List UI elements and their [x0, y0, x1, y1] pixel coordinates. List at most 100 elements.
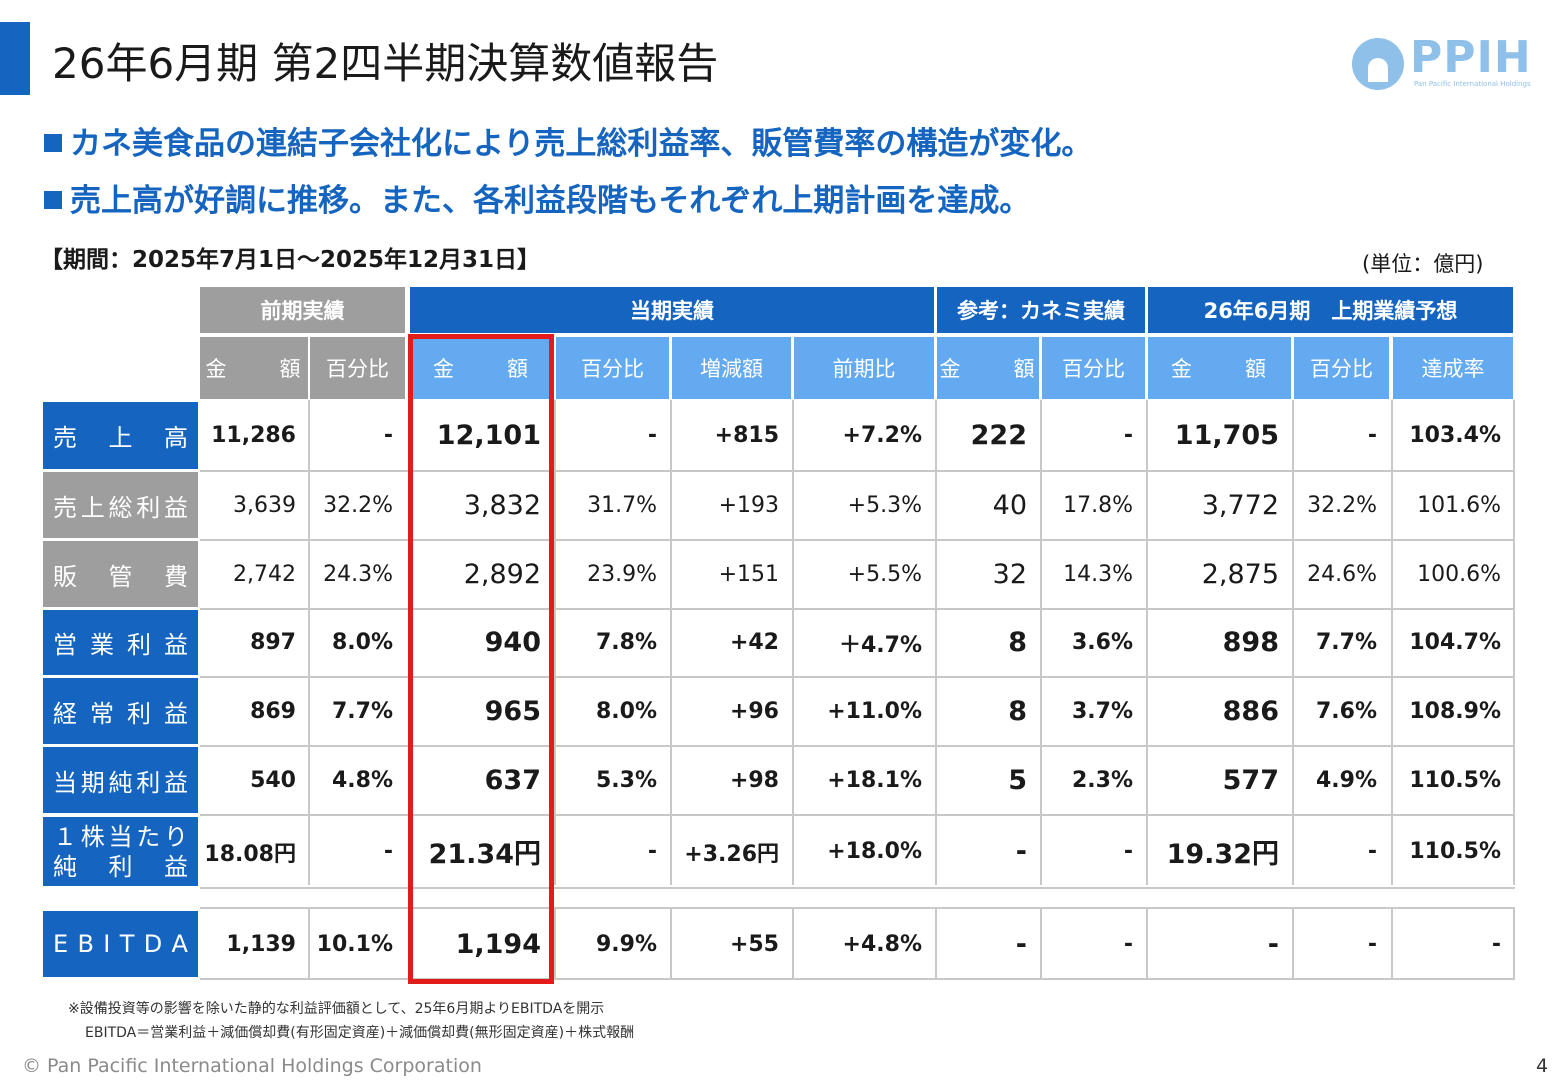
table-cell: 110.5%: [1409, 839, 1501, 864]
unit-label: (単位：億円): [1362, 252, 1484, 276]
row-label-char: 利: [136, 493, 161, 522]
row-label: 営業利益: [43, 610, 198, 675]
table-cell: 32.2%: [323, 492, 393, 518]
table-cell: +815: [714, 423, 779, 448]
footnote-1: ※設備投資等の影響を除いた静的な利益評価額として、25年6月期よりEBITDAを…: [68, 1001, 605, 1017]
copyright: © Pan Pacific International Holdings Cor…: [22, 1055, 482, 1077]
table-cell: 4.8%: [331, 767, 393, 793]
table-cell: 23.9%: [587, 561, 657, 587]
table-cell: 32.2%: [1307, 492, 1377, 518]
table-cell: 965: [484, 695, 541, 727]
row-label-char: 利: [108, 852, 133, 881]
logo-text: PPIH: [1410, 32, 1532, 83]
row-label-char: 費: [164, 562, 188, 591]
column-header: 金 額: [410, 337, 553, 399]
column-divider: [935, 400, 937, 885]
table-cell: 637: [484, 764, 541, 796]
column-header: 達成率: [1393, 337, 1513, 399]
table-cell: 222: [970, 420, 1027, 451]
logo-subtext: Pan Pacific International Holdings: [1414, 80, 1531, 88]
column-header: 百分比: [1294, 337, 1389, 399]
bullet-1: カネ美食品の連結子会社化により売上総利益率、販管費率の構造が変化。: [44, 118, 1092, 163]
column-header: 金 額: [1148, 337, 1291, 399]
table-cell: -: [1491, 931, 1501, 957]
row-label: 販管費: [43, 541, 198, 607]
table-cell: 3,772: [1201, 489, 1279, 521]
group-header: 参考：カネミ実績: [937, 287, 1145, 333]
row-label-char: 期: [80, 768, 105, 797]
table-cell: 19.32円: [1166, 839, 1279, 870]
bullet-text: 売上高が好調に推移。また、各利益段階もそれぞれ上期計画を達成。: [70, 183, 1031, 219]
row-label-char: 総: [108, 493, 133, 522]
table-cell: 7.7%: [331, 698, 393, 724]
row-label-char: １: [53, 822, 77, 851]
table-cell: 24.3%: [323, 561, 393, 587]
table-cell: -: [1015, 836, 1027, 867]
table-cell: +151: [718, 561, 779, 587]
column-divider: [308, 400, 310, 885]
table-cell: +98: [729, 767, 779, 793]
column-divider: [1040, 400, 1042, 885]
row-label-char: 益: [164, 699, 188, 728]
table-cell: +55: [729, 931, 779, 957]
square-bullet-icon: [44, 191, 62, 209]
column-divider: [1040, 909, 1042, 979]
row-divider: [200, 608, 1515, 610]
table-cell: +5.3%: [847, 492, 922, 518]
table-cell: +18.0%: [827, 839, 922, 864]
page-number: 4: [1536, 1055, 1549, 1077]
table-cell: 8: [1008, 695, 1027, 727]
column-header: 百分比: [310, 337, 405, 399]
table-cell: +5.5%: [847, 561, 922, 587]
row-label-char: E: [53, 930, 69, 958]
table-cell: 11,705: [1174, 420, 1279, 451]
table-cell: 21.34円: [428, 839, 541, 870]
column-header: 百分比: [556, 337, 669, 399]
table-cell: 108.9%: [1409, 698, 1501, 724]
row-divider: [200, 814, 1515, 816]
row-label-char: 益: [164, 852, 188, 881]
table-cell: +4.8%: [842, 931, 922, 957]
table-cell: 101.6%: [1417, 492, 1501, 518]
row-label-char: 高: [164, 424, 188, 452]
table-cell: -: [1367, 423, 1377, 448]
table-cell: 9.9%: [595, 931, 657, 957]
table-cell: 103.4%: [1409, 423, 1501, 448]
column-header: 百分比: [1042, 337, 1145, 399]
column-divider: [935, 909, 937, 979]
group-header: 当期実績: [410, 287, 934, 333]
table-cell: 7.8%: [595, 630, 657, 655]
column-divider: [1292, 400, 1294, 885]
table-cell: +7.2%: [842, 423, 922, 448]
row-label-char: り: [164, 822, 188, 851]
table-cell: 31.7%: [587, 492, 657, 518]
table-cell: 3,639: [233, 492, 296, 518]
column-header: 増減額: [672, 337, 791, 399]
table-cell: 100.6%: [1417, 561, 1501, 587]
bullet-text: カネ美食品の連結子会社化により売上総利益率、販管費率の構造が変化。: [70, 126, 1093, 162]
table-cell: 540: [250, 767, 296, 793]
ppih-logo: PPIH Pan Pacific International Holdings: [1352, 32, 1531, 92]
column-divider: [554, 909, 556, 979]
footnote-2: EBITDA＝営業利益＋減価償却費(有形固定資産)＋減価償却費(無形固定資産)＋…: [85, 1025, 635, 1041]
table-cell: 104.7%: [1409, 630, 1501, 655]
column-divider: [1146, 909, 1148, 979]
table-cell: 2,742: [233, 561, 296, 587]
group-header: 前期実績: [200, 287, 405, 333]
row-label-char: 利: [127, 699, 151, 728]
column-header: 金 額: [200, 337, 308, 399]
row-label-char: 業: [90, 631, 114, 659]
table-cell: +96: [729, 698, 779, 724]
table-cell: 7.7%: [1315, 630, 1377, 655]
table-cell: 3.7%: [1071, 698, 1133, 724]
row-label-char: 営: [53, 631, 77, 659]
column-divider: [670, 909, 672, 979]
row-label-char: 純: [108, 768, 133, 797]
row-label-char: 益: [164, 768, 188, 797]
table-cell: 11,286: [211, 423, 296, 448]
row-label-char: 利: [127, 631, 151, 659]
row-label-char: 常: [90, 699, 114, 728]
